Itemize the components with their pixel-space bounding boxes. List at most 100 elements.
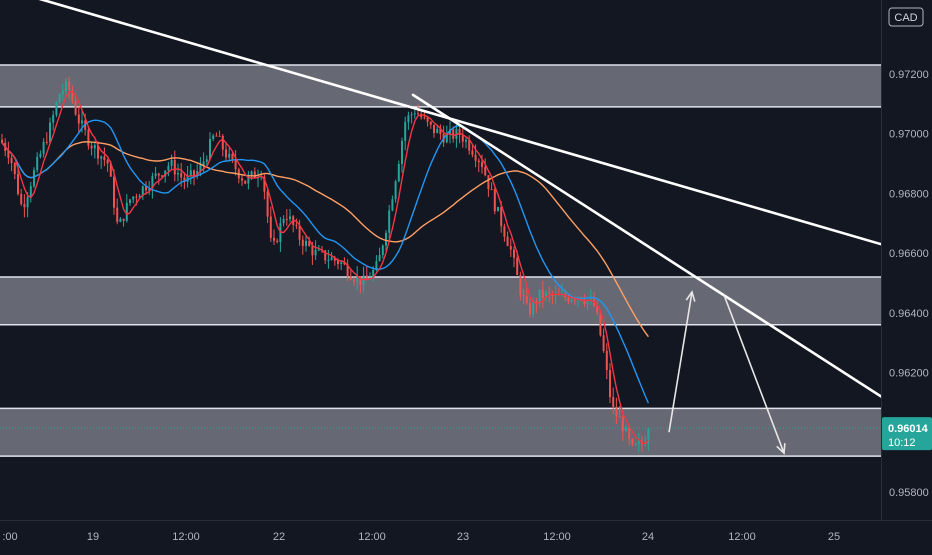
candle-body[interactable] — [113, 176, 115, 208]
candle-body[interactable] — [39, 153, 42, 157]
candle-body[interactable] — [23, 203, 26, 208]
candle-body[interactable] — [356, 276, 359, 282]
candle-body[interactable] — [394, 181, 397, 200]
candle-body[interactable] — [468, 139, 471, 151]
candle-body[interactable] — [295, 224, 298, 226]
candle-body[interactable] — [548, 292, 551, 294]
candle-body[interactable] — [138, 195, 141, 198]
candle-body[interactable] — [353, 279, 355, 282]
candle-body[interactable] — [289, 216, 291, 220]
candle-body[interactable] — [68, 81, 71, 90]
candle-body[interactable] — [231, 153, 234, 160]
candle-body[interactable] — [218, 135, 221, 137]
candle-body[interactable] — [186, 175, 189, 182]
candle-body[interactable] — [314, 249, 317, 256]
candle-body[interactable] — [471, 150, 474, 155]
candle-body[interactable] — [241, 178, 243, 181]
candle-body[interactable] — [343, 262, 346, 265]
candle-body[interactable] — [372, 269, 375, 279]
candle-body[interactable] — [26, 196, 29, 208]
candle-body[interactable] — [193, 170, 195, 176]
candle-body[interactable] — [570, 299, 573, 302]
candle-body[interactable] — [129, 199, 131, 203]
candle-body[interactable] — [615, 406, 618, 417]
candle-body[interactable] — [276, 240, 279, 242]
candle-body[interactable] — [477, 160, 480, 163]
candle-body[interactable] — [189, 170, 192, 176]
candle-body[interactable] — [634, 444, 637, 446]
candle-body[interactable] — [349, 276, 352, 280]
candle-body[interactable] — [116, 207, 119, 222]
candle-body[interactable] — [282, 218, 285, 224]
candle-body[interactable] — [221, 135, 224, 150]
candle-body[interactable] — [429, 121, 432, 125]
candle-body[interactable] — [106, 159, 109, 164]
candle-body[interactable] — [417, 113, 419, 115]
candle-body[interactable] — [490, 189, 493, 191]
candle-body[interactable] — [33, 170, 35, 187]
candle-body[interactable] — [228, 153, 231, 158]
candle-body[interactable] — [145, 186, 147, 191]
candle-body[interactable] — [404, 122, 407, 141]
candle-body[interactable] — [330, 257, 333, 261]
zone-3[interactable] — [0, 408, 881, 457]
candle-body[interactable] — [122, 218, 125, 221]
candle-body[interactable] — [7, 150, 10, 158]
candle-body[interactable] — [177, 173, 179, 175]
projection-arrow-2[interactable] — [723, 294, 785, 454]
candle-body[interactable] — [535, 301, 538, 304]
candle-body[interactable] — [266, 191, 269, 217]
candle-body[interactable] — [20, 194, 23, 204]
candle-body[interactable] — [269, 216, 272, 238]
candle-body[interactable] — [487, 175, 490, 190]
candle-body[interactable] — [637, 441, 640, 445]
candle-body[interactable] — [103, 156, 106, 160]
ma-fast-line[interactable] — [1, 90, 649, 445]
candle-body[interactable] — [298, 225, 301, 240]
candle-body[interactable] — [599, 312, 602, 336]
candle-body[interactable] — [529, 302, 531, 315]
candle-body[interactable] — [449, 129, 451, 134]
candle-body[interactable] — [100, 156, 103, 159]
candle-body[interactable] — [180, 173, 183, 178]
candle-body[interactable] — [573, 299, 576, 301]
candle-body[interactable] — [132, 196, 135, 200]
candle-body[interactable] — [509, 245, 512, 250]
candle-body[interactable] — [1, 139, 3, 143]
candle-body[interactable] — [333, 257, 336, 261]
candle-body[interactable] — [285, 218, 288, 220]
candle-body[interactable] — [541, 289, 544, 298]
candle-body[interactable] — [525, 296, 528, 303]
candle-body[interactable] — [324, 250, 327, 261]
candle-body[interactable] — [148, 188, 151, 191]
candle-body[interactable] — [13, 162, 16, 174]
candle-body[interactable] — [308, 240, 311, 246]
projection-arrow-1[interactable] — [668, 291, 693, 433]
candle-body[interactable] — [625, 427, 627, 431]
candle-body[interactable] — [500, 207, 503, 227]
time-axis[interactable]: :00 19 12:00 22 12:00 23 12:00 24 12:00 25 — [2, 531, 840, 543]
candle-body[interactable] — [605, 350, 608, 371]
candle-body[interactable] — [391, 199, 394, 211]
candle-body[interactable] — [407, 115, 410, 123]
candle-body[interactable] — [612, 397, 615, 407]
candle-body[interactable] — [311, 245, 314, 256]
candle-body[interactable] — [506, 236, 509, 246]
candle-body[interactable] — [183, 177, 186, 182]
candle-body[interactable] — [631, 438, 634, 445]
candle-body[interactable] — [445, 133, 448, 143]
candle-body[interactable] — [61, 91, 64, 95]
candle-body[interactable] — [545, 292, 547, 298]
candle-body[interactable] — [401, 140, 403, 164]
zone-1[interactable] — [0, 65, 881, 107]
candle-body[interactable] — [618, 416, 621, 418]
candle-body[interactable] — [586, 300, 589, 304]
candle-body[interactable] — [157, 173, 160, 176]
candle-body[interactable] — [519, 275, 522, 296]
candle-body[interactable] — [497, 207, 499, 212]
candle-body[interactable] — [461, 134, 464, 142]
candle-body[interactable] — [65, 81, 67, 92]
candle-body[interactable] — [503, 226, 506, 237]
candle-body[interactable] — [17, 173, 19, 195]
